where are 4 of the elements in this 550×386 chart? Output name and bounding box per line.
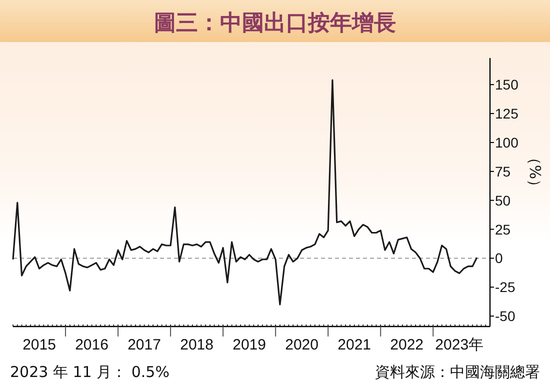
title: 圖三：中國出口按年增長 (154, 11, 396, 36)
annotation: 2023 年 11 月： 0.5% (10, 363, 170, 381)
ylabel: （%） (526, 150, 544, 194)
annotation: 資料來源：中國海關總署 (375, 363, 540, 381)
